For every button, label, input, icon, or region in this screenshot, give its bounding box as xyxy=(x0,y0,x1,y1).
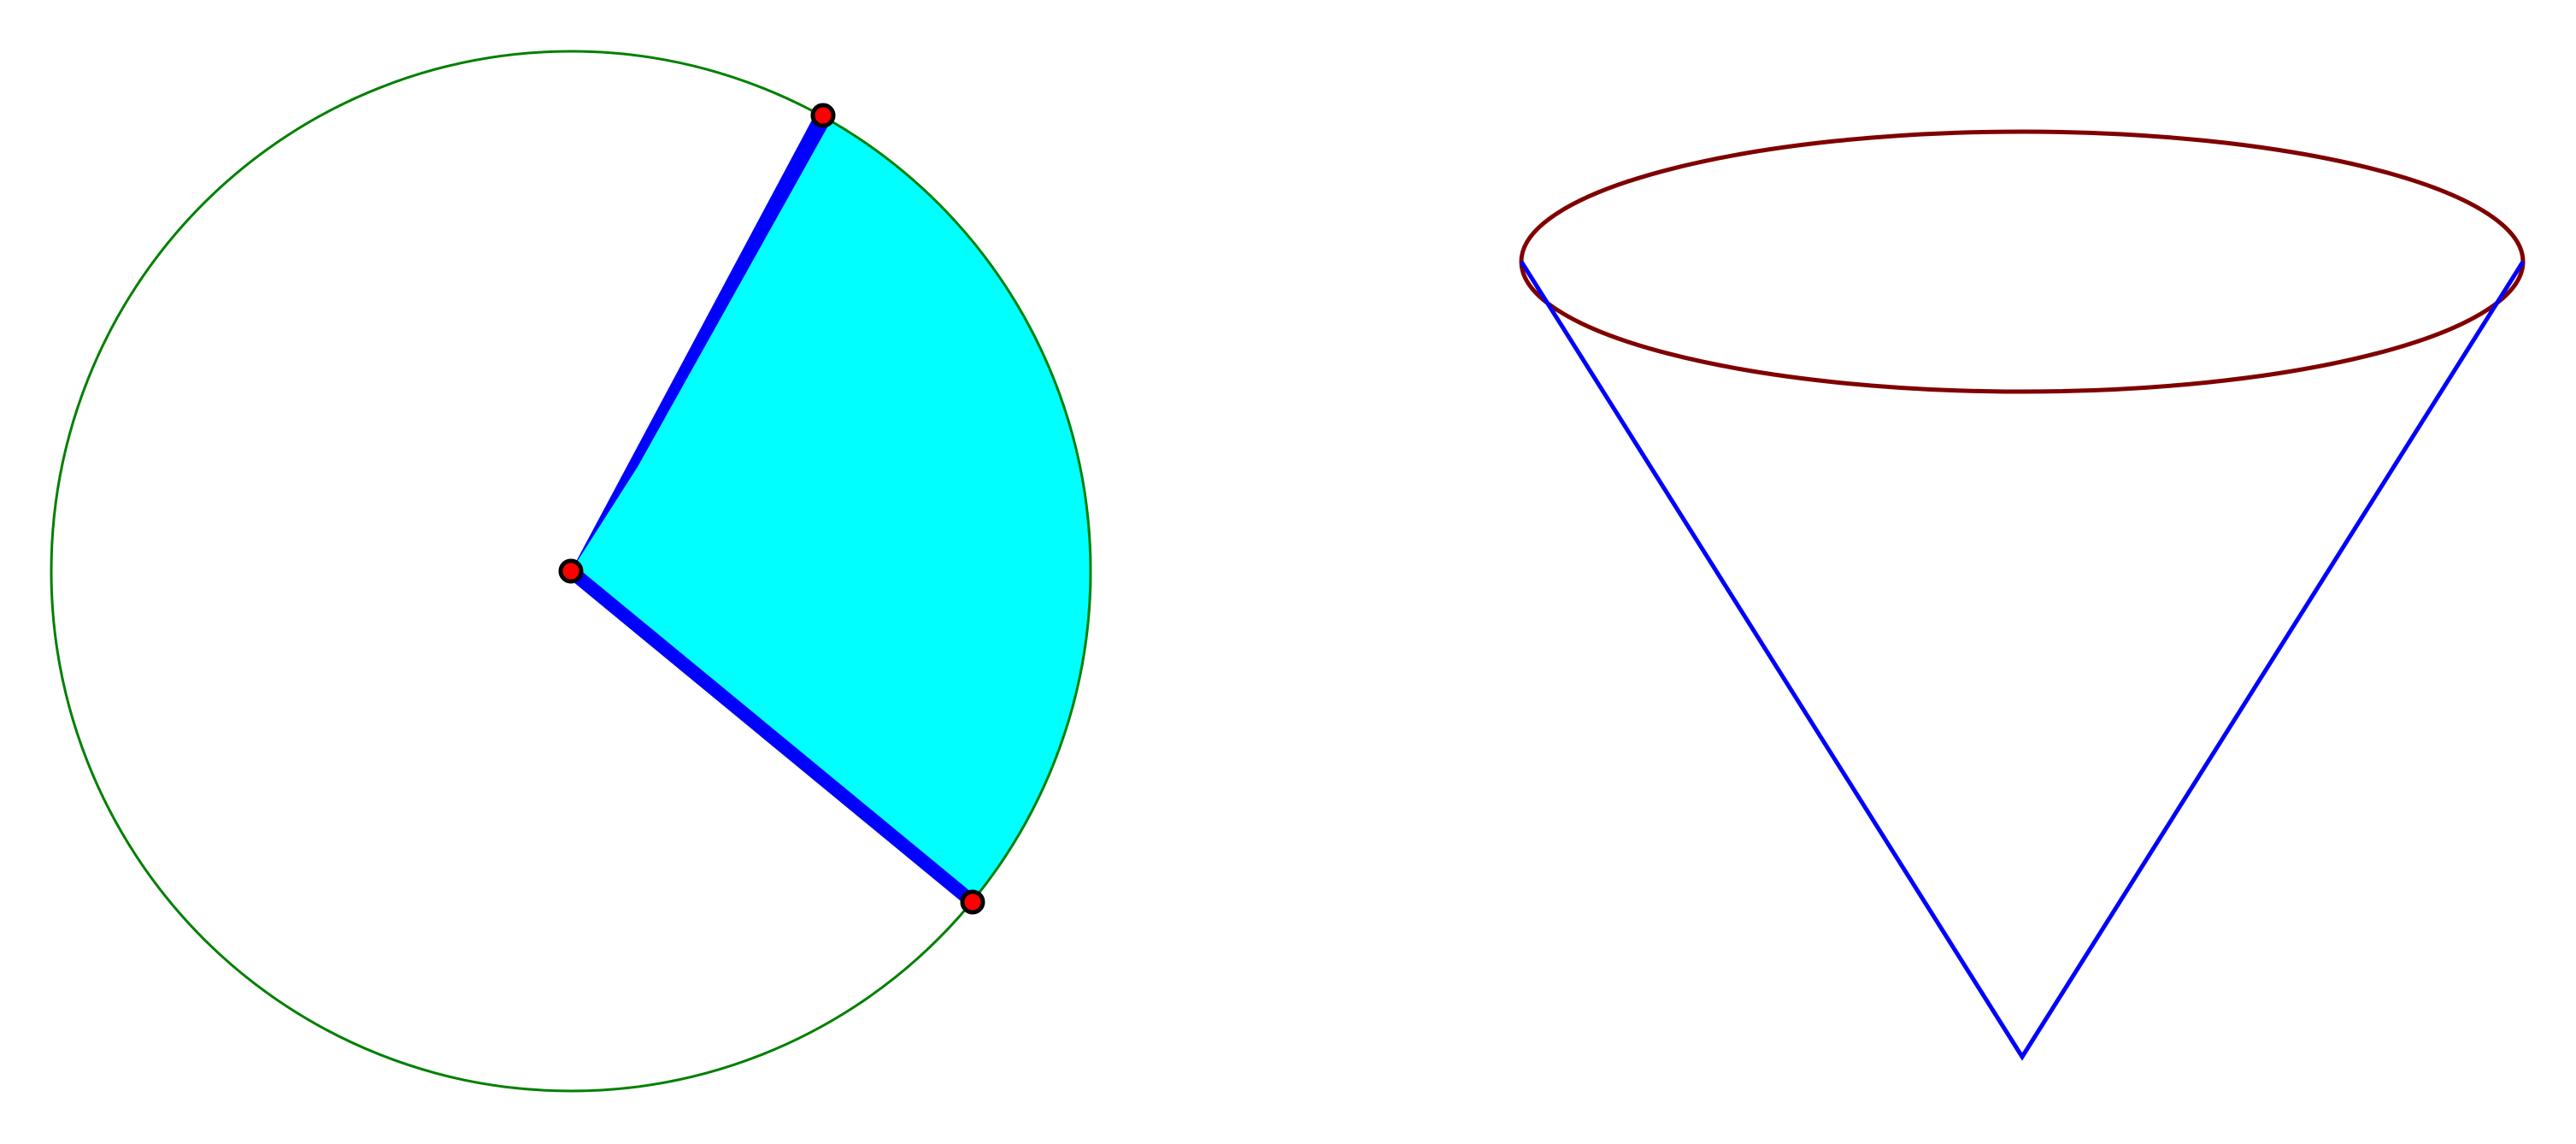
cone-figure xyxy=(1519,129,2526,1061)
circle-outline xyxy=(50,50,1092,1093)
sector-fill xyxy=(571,115,1092,902)
point-center[interactable] xyxy=(558,558,584,584)
circle-sector-figure xyxy=(50,50,1092,1093)
point-bottom[interactable] xyxy=(960,889,985,915)
point-top[interactable] xyxy=(810,103,836,128)
radius-line-bottom xyxy=(566,565,978,908)
cone-rim-ellipse xyxy=(1519,129,2526,394)
radius-line-top xyxy=(571,112,832,571)
cone-sides xyxy=(1519,260,2526,1061)
